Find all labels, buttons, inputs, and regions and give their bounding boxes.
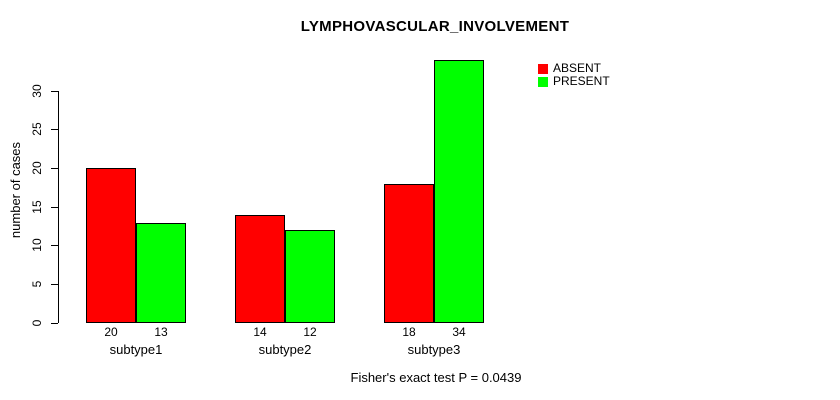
legend-label-present: PRESENT [553,74,610,88]
y-tick [51,284,58,285]
y-tick [51,207,58,208]
bar-value-label: 18 [402,325,416,339]
bar-present-subtype3 [434,60,484,323]
category-label-subtype2: subtype2 [258,342,312,357]
bar-value-label: 34 [452,325,466,339]
bar-present-subtype1 [136,223,186,323]
category-label-subtype3: subtype3 [407,342,461,357]
stats-annotation: Fisher's exact test P = 0.0439 [350,370,522,385]
chart-title: LYMPHOVASCULAR_INVOLVEMENT [300,18,570,35]
bar-absent-subtype3 [384,184,434,323]
y-axis-line [58,91,59,323]
y-tick-label: 20 [30,161,44,175]
legend-swatch-absent [538,63,548,74]
y-tick-label: 30 [30,84,44,98]
bar-present-subtype2 [285,230,335,323]
legend: ABSENT PRESENT [538,62,610,88]
bar-value-label: 12 [303,325,317,339]
y-tick-label: 5 [30,280,44,288]
legend-swatch-present [538,76,548,87]
y-tick [51,129,58,130]
y-tick-label: 10 [30,238,44,252]
legend-label-absent: ABSENT [553,61,602,75]
y-tick-label: 0 [30,319,44,327]
category-label-subtype1: subtype1 [109,342,163,357]
legend-item-present: PRESENT [538,75,610,88]
y-tick [51,323,58,324]
y-tick-label: 25 [30,122,44,136]
y-axis-label: number of cases [8,141,23,239]
legend-item-absent: ABSENT [538,62,610,75]
y-tick [51,91,58,92]
bar-value-label: 14 [253,325,267,339]
bar-absent-subtype1 [86,168,136,323]
bar-value-label: 20 [104,325,118,339]
bar-absent-subtype2 [235,215,285,323]
y-tick-label: 15 [30,200,44,214]
y-tick [51,168,58,169]
bar-value-label: 13 [154,325,168,339]
y-tick [51,245,58,246]
